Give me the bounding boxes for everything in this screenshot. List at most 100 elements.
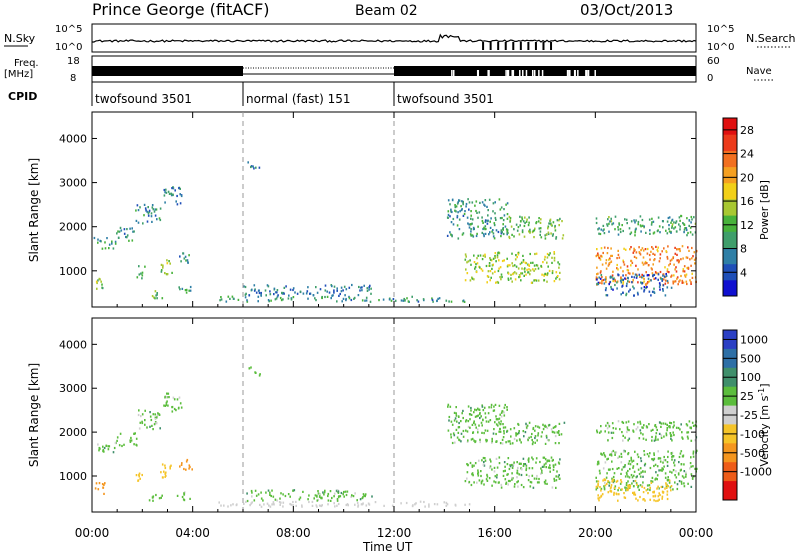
data-cell — [518, 233, 521, 236]
data-cell — [683, 482, 685, 485]
nsearch-label: N.Search — [746, 32, 796, 45]
data-cell — [484, 219, 487, 222]
data-cell — [511, 233, 513, 236]
data-cell — [679, 225, 681, 228]
data-cell — [608, 261, 611, 265]
data-cell — [417, 300, 420, 303]
data-cell — [521, 267, 523, 270]
data-cell — [624, 248, 627, 251]
data-cell — [327, 499, 330, 502]
data-cell — [658, 457, 660, 460]
data-cell — [428, 503, 430, 506]
data-cell — [159, 207, 162, 210]
data-cell — [664, 476, 667, 479]
data-cell — [466, 216, 469, 219]
data-cell — [481, 405, 484, 408]
colorbar-tick-label: 16 — [740, 195, 754, 208]
data-cell — [632, 491, 634, 494]
data-cell — [361, 286, 363, 289]
data-cell — [504, 225, 507, 228]
data-cell — [621, 278, 623, 281]
data-cell — [369, 284, 371, 287]
data-cell — [487, 412, 490, 415]
data-cell — [101, 247, 104, 250]
data-cell — [320, 504, 323, 508]
data-cell — [540, 435, 543, 438]
data-cell — [524, 431, 527, 434]
data-cell — [634, 230, 637, 233]
data-cell — [259, 373, 261, 376]
data-cell — [113, 446, 116, 450]
data-cell — [468, 201, 471, 204]
data-cell — [246, 499, 249, 503]
data-cell — [606, 458, 608, 461]
data-cell — [557, 475, 559, 478]
data-cell — [696, 467, 698, 470]
data-cell — [289, 495, 291, 498]
data-cell — [652, 428, 654, 431]
data-cell — [602, 224, 605, 227]
data-cell — [340, 286, 343, 289]
data-cell — [179, 193, 181, 196]
data-cell — [481, 424, 483, 427]
data-cell — [138, 472, 141, 475]
data-cell — [627, 480, 629, 483]
data-cell — [139, 206, 141, 209]
data-cell — [615, 451, 618, 454]
data-cell — [634, 234, 636, 237]
data-cell — [663, 278, 665, 281]
data-cell — [600, 452, 602, 455]
data-cell — [227, 295, 230, 298]
data-cell — [511, 472, 513, 475]
data-cell — [503, 208, 505, 211]
data-cell — [662, 289, 664, 292]
data-cell — [447, 405, 449, 408]
data-cell — [557, 275, 559, 278]
data-cell — [327, 503, 329, 506]
data-cell — [466, 477, 468, 480]
data-cell — [674, 246, 676, 249]
data-cell — [251, 491, 253, 494]
data-cell — [453, 434, 456, 437]
nsearch-drop — [534, 42, 537, 50]
data-cell — [555, 486, 557, 489]
data-cell — [140, 415, 142, 418]
data-cell — [504, 478, 507, 481]
data-cell — [319, 288, 322, 291]
data-cell — [477, 431, 479, 434]
data-cell — [620, 472, 622, 475]
data-cell — [344, 490, 347, 493]
data-cell — [682, 437, 684, 440]
data-cell — [681, 475, 684, 478]
data-cell — [601, 279, 603, 283]
data-cell — [677, 426, 680, 430]
data-cell — [607, 264, 610, 267]
data-cell — [691, 272, 693, 275]
data-cell — [606, 427, 609, 430]
data-cell — [103, 492, 105, 495]
nsky-tick-bottom: 10^0 — [55, 42, 82, 53]
data-cell — [545, 434, 548, 437]
data-cell — [141, 274, 144, 277]
data-cell — [640, 230, 642, 233]
data-cell — [254, 288, 256, 291]
data-cell — [467, 464, 469, 467]
data-cell — [306, 290, 309, 293]
data-cell — [670, 231, 672, 234]
data-cell — [546, 438, 549, 442]
data-cell — [551, 256, 553, 259]
data-cell — [545, 273, 547, 276]
data-cell — [633, 255, 636, 258]
data-cell — [343, 285, 346, 288]
data-cell — [492, 263, 494, 266]
data-cell — [164, 466, 167, 470]
data-cell — [544, 272, 546, 275]
data-cell — [595, 255, 598, 258]
data-cell — [495, 440, 497, 443]
data-cell — [464, 480, 467, 483]
nave-label: Nave — [746, 66, 772, 77]
data-cell — [674, 280, 677, 283]
data-cell — [604, 481, 606, 484]
data-cell — [448, 419, 450, 422]
data-cell — [333, 285, 336, 288]
